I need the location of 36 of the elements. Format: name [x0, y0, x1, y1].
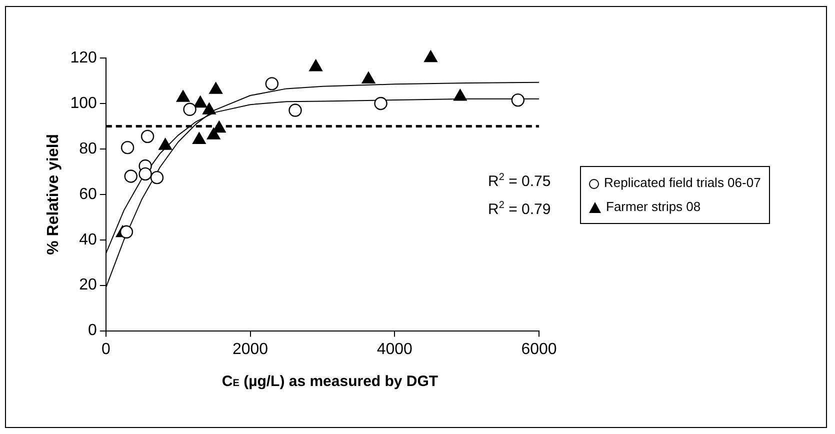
point — [288, 104, 302, 117]
point — [140, 130, 154, 144]
legend-label: Farmer strips 08 — [606, 199, 701, 214]
annotation: R$^{2}$ = 0.75 — [488, 172, 551, 190]
point — [183, 102, 196, 116]
y-tick-label: 80 — [79, 140, 97, 158]
point — [362, 72, 376, 84]
legend-label: Replicated field trials 06-07 — [604, 175, 761, 190]
y-tick-label: 100 — [70, 94, 97, 112]
annotation: R$^{2}$ = 0.79 — [488, 200, 551, 218]
y-tick-label: 120 — [70, 49, 97, 66]
point — [194, 96, 207, 108]
point — [374, 96, 388, 110]
point — [120, 140, 134, 154]
x-tick-label: 0 — [101, 340, 110, 358]
point — [209, 82, 222, 94]
point — [192, 132, 206, 144]
y-tick-label: 60 — [79, 186, 97, 203]
point — [150, 170, 164, 184]
y-tick-label: 20 — [79, 276, 97, 294]
point — [124, 170, 138, 183]
point — [158, 138, 172, 150]
y-axis-title: % Relative yield — [45, 134, 62, 255]
y-tick-label: 40 — [79, 231, 97, 248]
y-tick-label: 0 — [88, 322, 97, 340]
point — [511, 93, 525, 107]
point — [424, 50, 438, 62]
point — [454, 89, 467, 101]
x-tick-label: 6000 — [521, 340, 557, 358]
point — [138, 167, 152, 181]
x-tick-label: 2000 — [232, 340, 268, 358]
point — [176, 90, 190, 102]
x-tick-label: 4000 — [376, 340, 413, 358]
point — [120, 225, 134, 239]
point — [202, 102, 216, 114]
point — [309, 59, 322, 72]
